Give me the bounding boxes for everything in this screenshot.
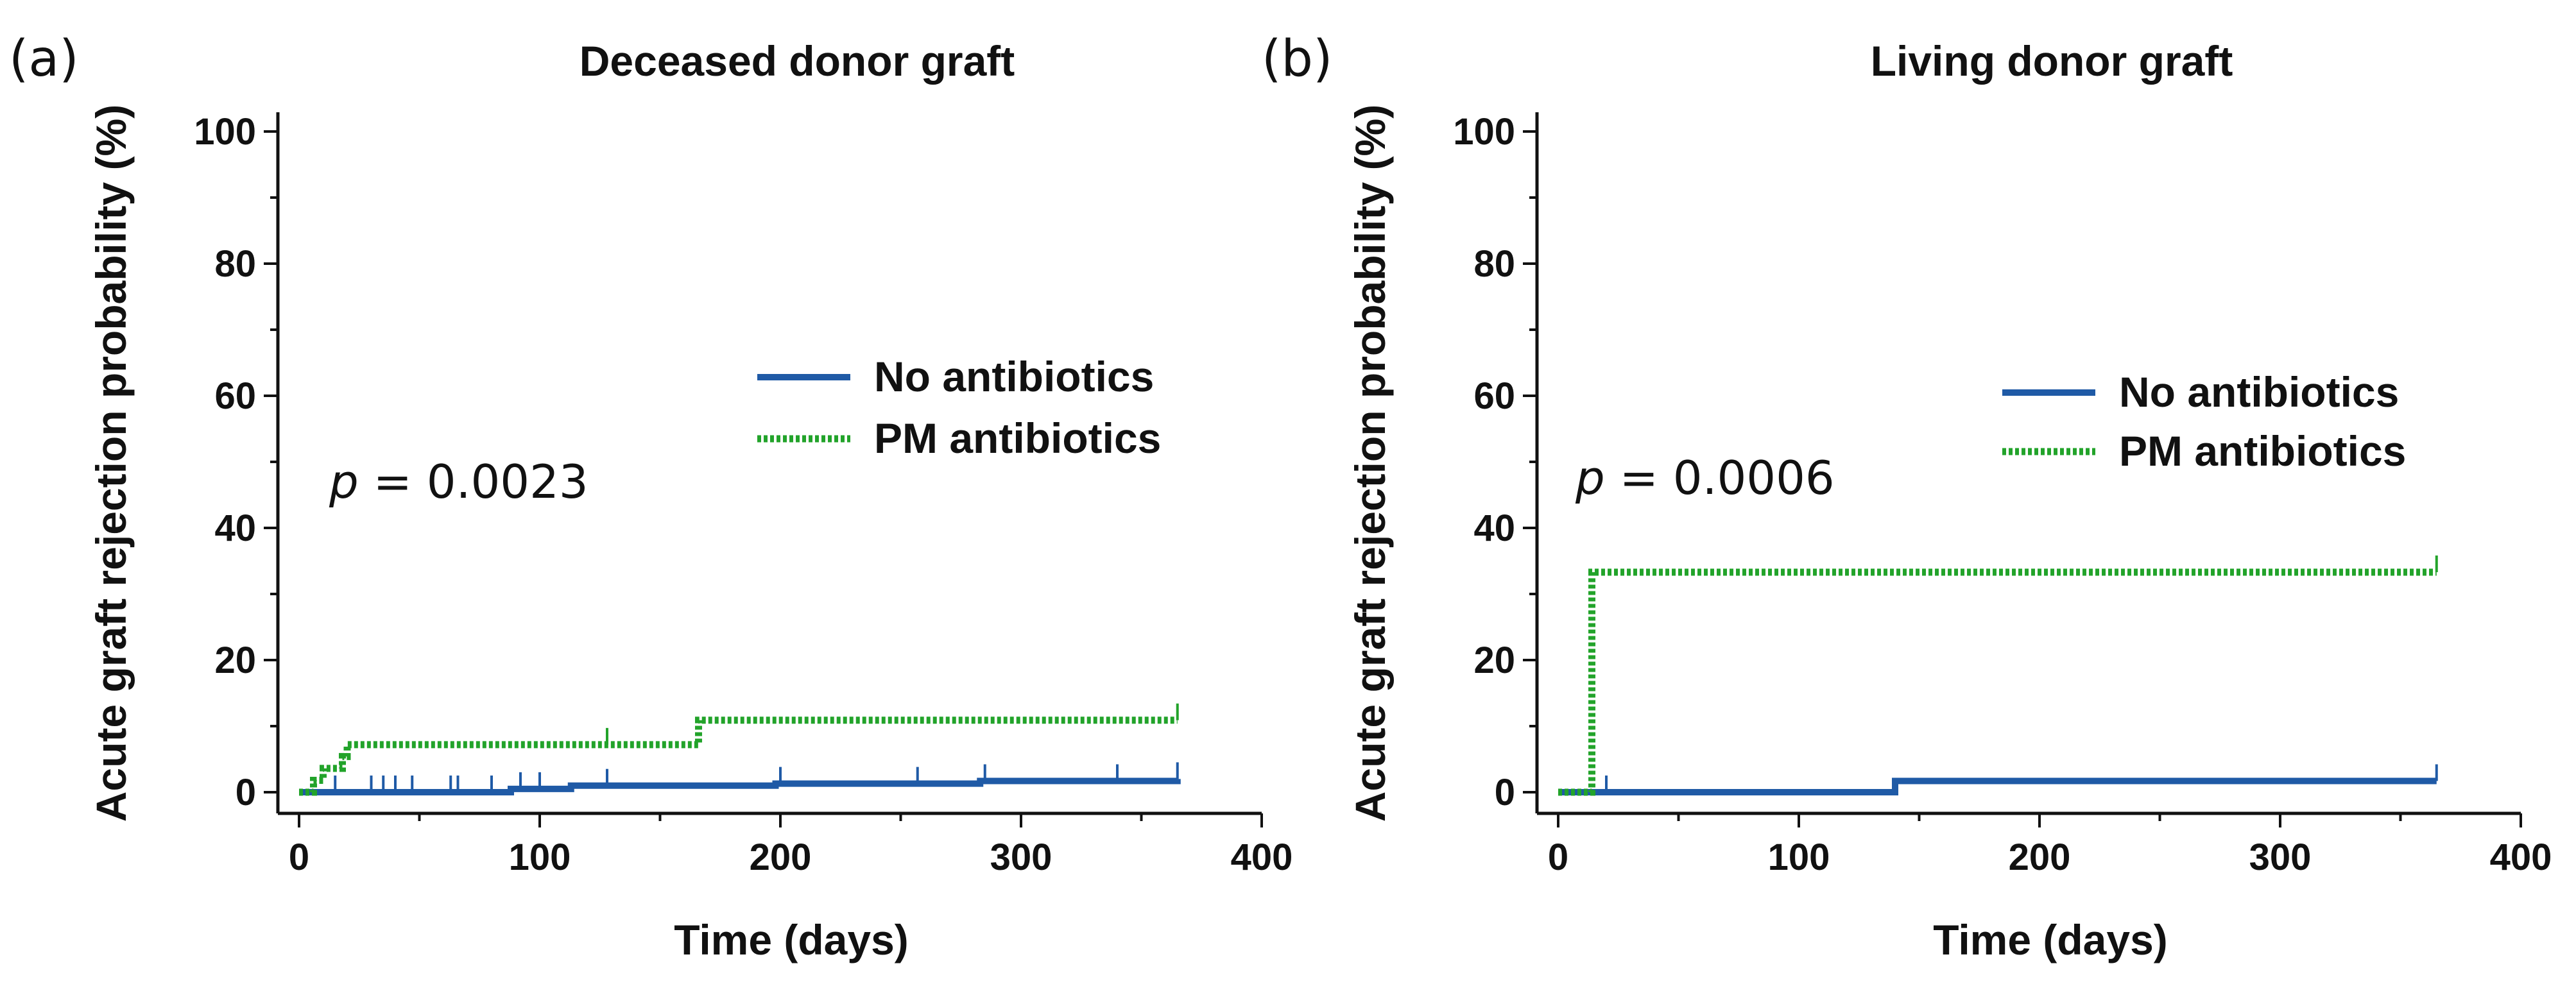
x-tick-label: 300 [990, 836, 1052, 878]
panel-deceased-donor-graft: (a) Deceased donor graft 0 20 40 60 80 100 0 100 2… [9, 30, 1292, 963]
y-tick-label: 20 [1473, 640, 1515, 681]
x-axis-label: Time (days) [674, 916, 909, 963]
x-axis-label: Time (days) [1933, 916, 2168, 963]
y-tick-label: 0 [236, 772, 256, 813]
panel-label: (a) [9, 30, 79, 88]
series-line-no-antibiotics [1558, 777, 2437, 795]
y-tick-label: 80 [1473, 243, 1515, 285]
y-tick-label: 100 [1453, 111, 1515, 153]
panel-living-donor-graft: (b) Living donor graft 0 20 40 60 80 100 0 100 200… [1262, 30, 2552, 963]
y-tick-label: 0 [1495, 772, 1515, 813]
legend-label: No antibiotics [874, 353, 1154, 400]
x-tick-label: 100 [1768, 836, 1830, 878]
chart-title: Deceased donor graft [580, 37, 1015, 85]
y-tick-label: 80 [214, 243, 256, 285]
legend-label: PM antibiotics [2119, 427, 2406, 475]
p-value-text: = 0.0006 [1605, 451, 1835, 505]
p-value-symbol: p [1575, 451, 1605, 505]
y-axis-label: Acute graft rejection probability (%) [87, 105, 135, 822]
p-value-annotation: p = 0.0006 [1575, 451, 1835, 505]
y-tick-label: 40 [214, 507, 256, 549]
x-tick-label: 200 [750, 836, 812, 878]
p-value-text: = 0.0023 [359, 455, 588, 509]
p-value-annotation: p = 0.0023 [329, 455, 588, 509]
legend-label: No antibiotics [2119, 368, 2399, 416]
chart-title: Living donor graft [1871, 37, 2233, 85]
y-tick-label: 40 [1473, 507, 1515, 549]
x-tick-label: 400 [2490, 836, 2552, 878]
y-tick-label: 60 [1473, 375, 1515, 417]
y-tick-label: 60 [214, 375, 256, 417]
x-tick-label: 300 [2249, 836, 2312, 878]
x-tick-label: 100 [509, 836, 571, 878]
p-value-symbol: p [329, 455, 359, 509]
y-tick-label: 100 [194, 111, 256, 153]
x-tick-label: 0 [289, 836, 309, 878]
panel-label: (b) [1262, 30, 1332, 88]
y-tick-label: 20 [214, 640, 256, 681]
series-line-pm-antibiotics [299, 717, 1178, 796]
y-axis-label: Acute graft rejection probability (%) [1346, 105, 1394, 822]
series-line-no-antibiotics [299, 777, 1181, 795]
legend-label: PM antibiotics [874, 414, 1161, 462]
series-line-pm-antibiotics [1558, 568, 2437, 796]
x-tick-label: 200 [2009, 836, 2071, 878]
x-tick-label: 400 [1231, 836, 1293, 878]
x-tick-label: 0 [1548, 836, 1568, 878]
